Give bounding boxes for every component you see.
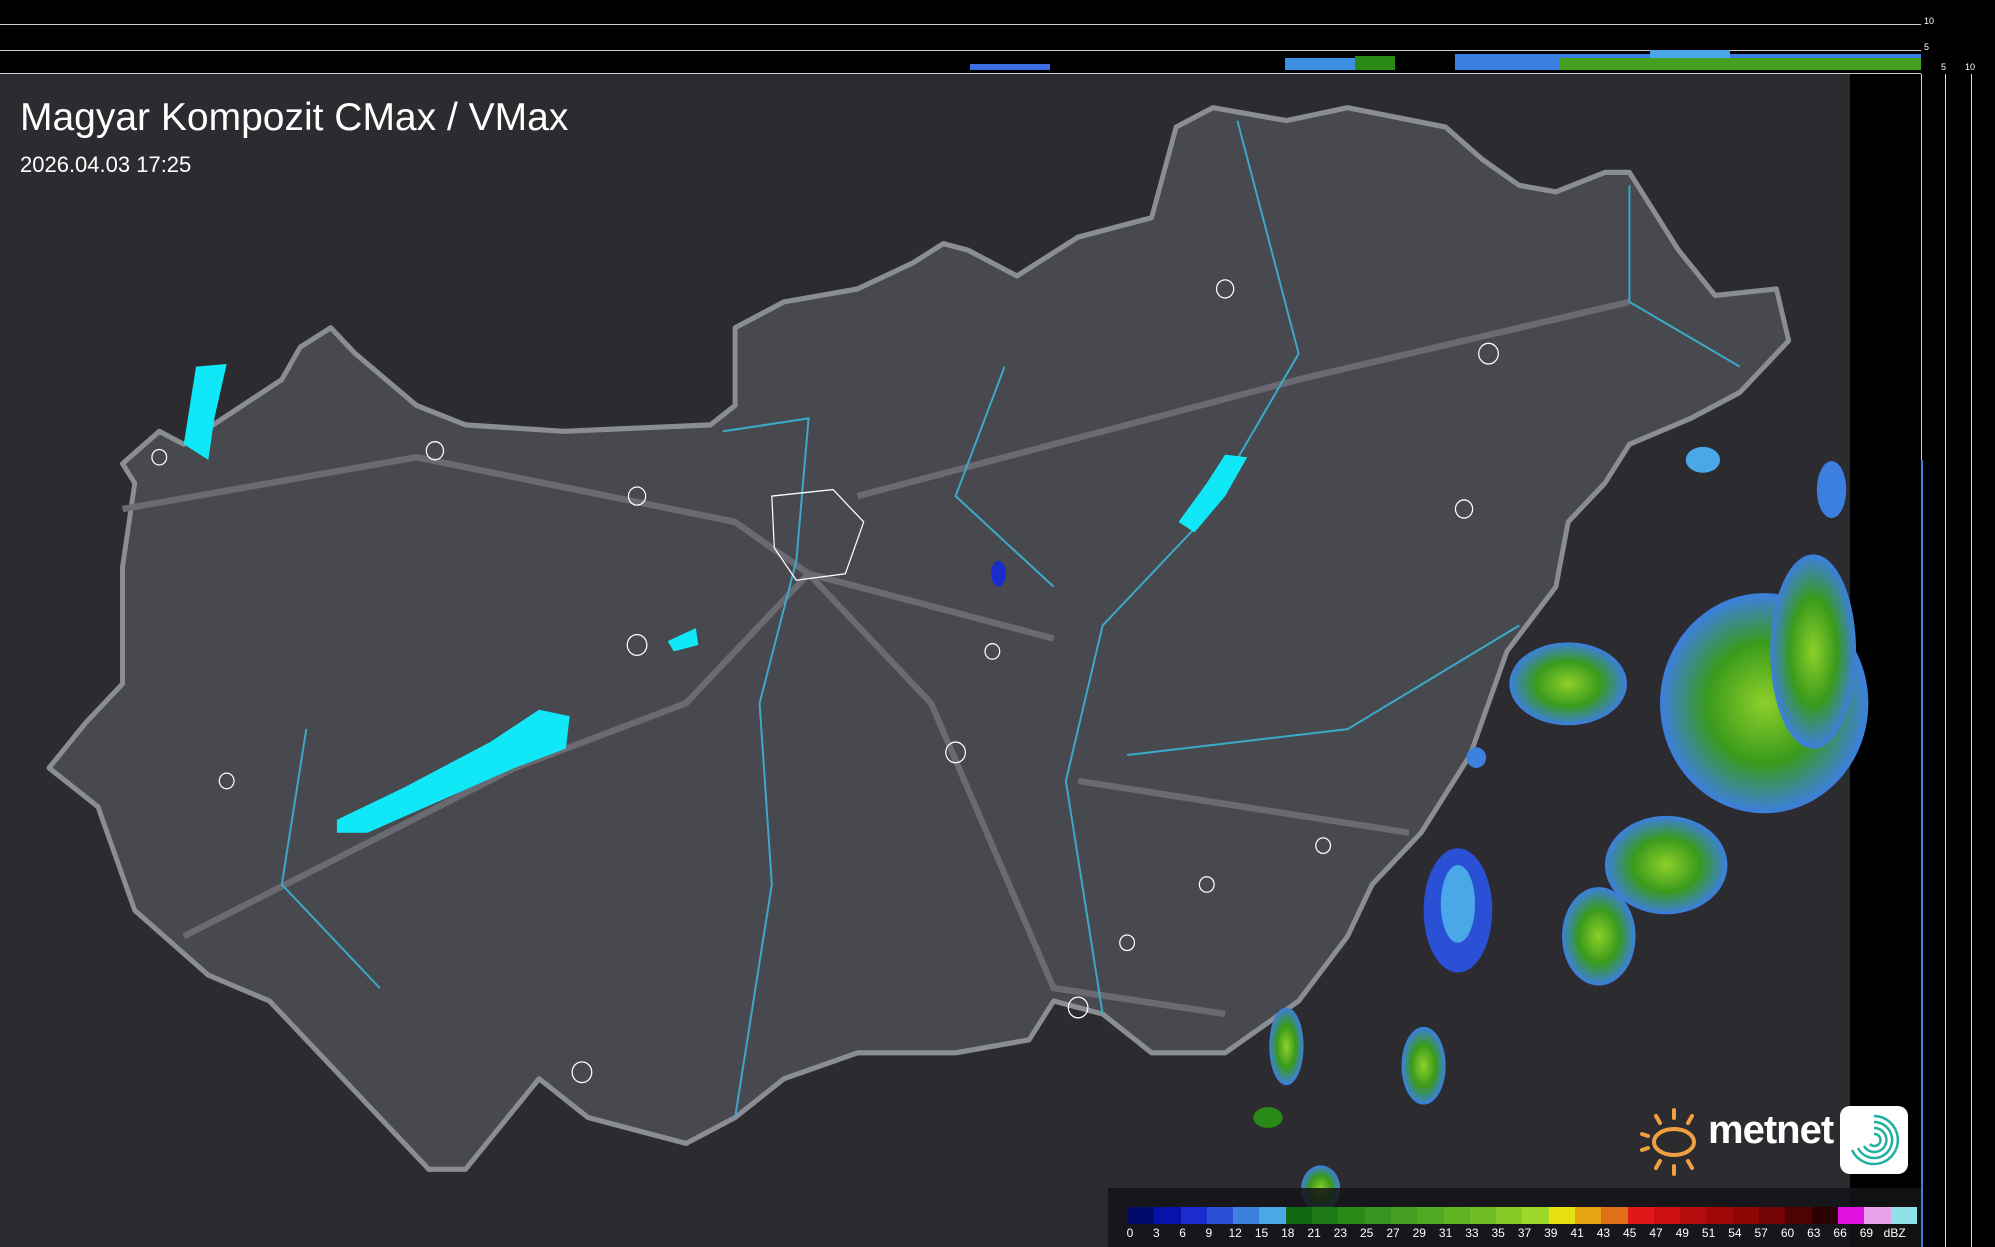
legend-unit: dBZ	[1883, 1226, 1906, 1240]
sun-icon	[1640, 1108, 1696, 1176]
profile-gridline	[1971, 74, 1972, 1247]
legend-swatch	[1680, 1207, 1707, 1224]
legend-swatch	[1706, 1207, 1733, 1224]
legend-label: 21	[1307, 1226, 1321, 1240]
legend-label: 27	[1386, 1226, 1400, 1240]
legend-swatch	[1653, 1207, 1681, 1224]
legend-label: 43	[1596, 1226, 1611, 1240]
lakes	[183, 364, 1248, 833]
legend-swatch	[1417, 1207, 1444, 1224]
legend-label: 37	[1517, 1226, 1532, 1240]
legend-swatch	[1469, 1207, 1497, 1224]
legend-label: 0	[1126, 1226, 1134, 1240]
legend-label: 45	[1623, 1226, 1637, 1240]
legend-label: 25	[1360, 1226, 1374, 1240]
lake-velence	[667, 628, 699, 652]
legend-label: 39	[1544, 1226, 1558, 1240]
right-tick-5: 5	[1941, 62, 1947, 72]
legend-swatch	[1312, 1207, 1339, 1224]
legend-swatch	[1154, 1207, 1181, 1224]
legend-label: 63	[1807, 1226, 1821, 1240]
legend-label: 33	[1465, 1226, 1479, 1240]
map-timestamp: 2026.04.03 17:25	[20, 152, 192, 177]
vertical-profile-top	[0, 0, 1921, 74]
legend-swatch	[1364, 1207, 1391, 1224]
legend-label: 12	[1228, 1226, 1242, 1240]
profile-top-echoes	[970, 50, 1921, 70]
legend-swatch	[1128, 1207, 1155, 1224]
legend-swatch	[1259, 1207, 1286, 1224]
dbz-color-legend: 0 3 6 9 12 15 18 21 23 25 27 29 31 33 35 37 39 41 43 45 47 49…	[1108, 1188, 1921, 1247]
legend-swatch	[1890, 1207, 1917, 1224]
legend-swatch	[1575, 1207, 1602, 1224]
legend-label: 51	[1701, 1226, 1716, 1240]
legend-label: 29	[1412, 1226, 1426, 1240]
hungary-country	[46, 105, 1792, 1172]
legend-swatch	[1285, 1207, 1313, 1224]
legend-swatch	[1864, 1207, 1891, 1224]
legend-swatch	[1338, 1207, 1365, 1224]
legend-label: 23	[1333, 1226, 1348, 1240]
legend-label: 6	[1179, 1226, 1186, 1240]
lake-balaton	[336, 709, 570, 833]
legend-swatch	[1496, 1207, 1523, 1224]
radar-map[interactable]	[0, 74, 1921, 1247]
legend-swatch	[1759, 1207, 1786, 1224]
legend-swatch	[1548, 1207, 1576, 1224]
profile-gridline	[0, 50, 1921, 51]
lake-neusiedl	[183, 364, 227, 460]
legend-swatch	[1785, 1207, 1812, 1224]
legend-swatch	[1522, 1207, 1549, 1224]
legend-swatch	[1601, 1207, 1628, 1224]
profile-right-echoes	[1921, 460, 1923, 1247]
map-title: Magyar Kompozit CMax / VMax	[20, 96, 569, 139]
logo-text: metnet	[1708, 1108, 1834, 1152]
profile-gridline	[1945, 74, 1946, 1247]
vertical-profile-right: 10 5 5 10	[1921, 0, 1995, 1247]
legend-color-bar	[1128, 1207, 1917, 1224]
legend-label: 57	[1754, 1226, 1768, 1240]
legend-labels: 0 3 6 9 12 15 18 21 23 25 27 29 31 33 35 37 39 41 43 45 47 49…	[1126, 1226, 1918, 1242]
legend-label: 54	[1728, 1226, 1742, 1240]
legend-label: 66	[1833, 1226, 1847, 1240]
app-swirl-icon	[1840, 1106, 1908, 1174]
lake-tisza	[1178, 454, 1248, 533]
legend-label: 35	[1491, 1226, 1505, 1240]
legend-swatch	[1443, 1207, 1470, 1224]
legend-swatch	[1811, 1207, 1839, 1224]
legend-swatch	[1233, 1207, 1260, 1224]
legend-swatch	[1180, 1207, 1207, 1224]
right-tick-10: 10	[1965, 62, 1976, 72]
legend-label: 9	[1205, 1226, 1213, 1240]
legend-swatch	[1732, 1207, 1760, 1224]
rivers	[280, 120, 1741, 1118]
radar-echoes	[991, 446, 1869, 1213]
legend-label: 69	[1859, 1226, 1874, 1240]
metnet-logo[interactable]: metnet	[1636, 1104, 1910, 1178]
legend-label: 3	[1152, 1226, 1160, 1240]
legend-label: 60	[1780, 1226, 1795, 1240]
legend-label: 18	[1281, 1226, 1295, 1240]
legend-swatch	[1206, 1207, 1234, 1224]
top-tick-5: 5	[1924, 42, 1930, 52]
legend-label: 31	[1438, 1226, 1453, 1240]
legend-label: 15	[1254, 1226, 1269, 1240]
legend-label: 49	[1675, 1226, 1689, 1240]
towns	[151, 279, 1499, 1084]
top-tick-10: 10	[1924, 16, 1935, 26]
profile-gridline	[0, 24, 1921, 25]
roads	[122, 298, 1631, 1018]
legend-swatch	[1838, 1207, 1865, 1224]
legend-label: 41	[1570, 1226, 1584, 1240]
legend-label: 47	[1649, 1226, 1663, 1240]
legend-swatch	[1627, 1207, 1654, 1224]
legend-swatch	[1390, 1207, 1418, 1224]
